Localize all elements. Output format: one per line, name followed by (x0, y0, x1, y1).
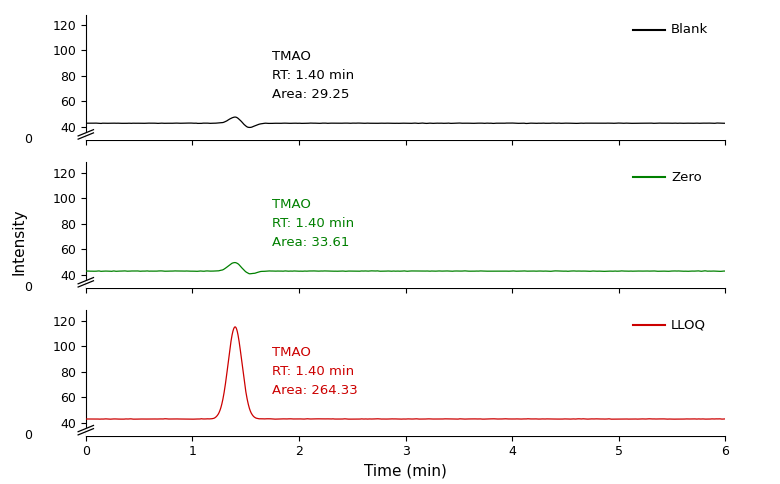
Bar (86, 132, 725, 140)
Bar (86, 428, 725, 436)
Text: LLOQ: LLOQ (671, 319, 706, 332)
Text: Blank: Blank (671, 23, 708, 36)
Text: 0: 0 (24, 281, 33, 294)
Text: TMAO
RT: 1.40 min
Area: 33.61: TMAO RT: 1.40 min Area: 33.61 (272, 198, 354, 249)
Text: TMAO
RT: 1.40 min
Area: 264.33: TMAO RT: 1.40 min Area: 264.33 (272, 346, 358, 397)
Text: 0: 0 (24, 133, 33, 146)
Bar (86, 280, 725, 287)
Text: 0: 0 (24, 429, 33, 442)
Text: Intensity: Intensity (12, 209, 27, 275)
Text: TMAO
RT: 1.40 min
Area: 29.25: TMAO RT: 1.40 min Area: 29.25 (272, 50, 354, 101)
X-axis label: Time (min): Time (min) (364, 464, 447, 479)
Text: Zero: Zero (671, 171, 702, 184)
